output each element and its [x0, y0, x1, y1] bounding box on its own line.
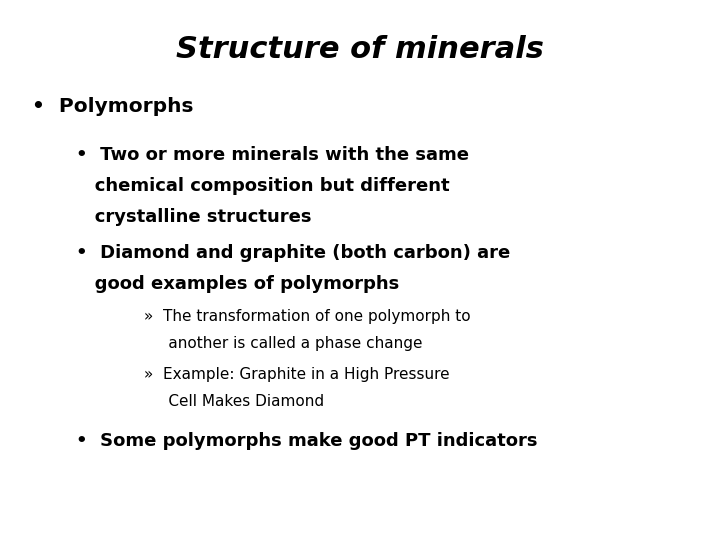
Text: Cell Makes Diamond: Cell Makes Diamond	[144, 394, 324, 409]
Text: •  Polymorphs: • Polymorphs	[32, 97, 194, 116]
Text: crystalline structures: crystalline structures	[76, 208, 311, 226]
Text: •  Some polymorphs make good PT indicators: • Some polymorphs make good PT indicator…	[76, 432, 537, 450]
Text: Structure of minerals: Structure of minerals	[176, 35, 544, 64]
Text: •  Two or more minerals with the same: • Two or more minerals with the same	[76, 146, 469, 164]
Text: »  Example: Graphite in a High Pressure: » Example: Graphite in a High Pressure	[144, 367, 449, 382]
Text: »  The transformation of one polymorph to: » The transformation of one polymorph to	[144, 309, 471, 324]
Text: chemical composition but different: chemical composition but different	[76, 177, 449, 195]
Text: •  Diamond and graphite (both carbon) are: • Diamond and graphite (both carbon) are	[76, 244, 510, 262]
Text: another is called a phase change: another is called a phase change	[144, 336, 423, 351]
Text: good examples of polymorphs: good examples of polymorphs	[76, 275, 399, 293]
